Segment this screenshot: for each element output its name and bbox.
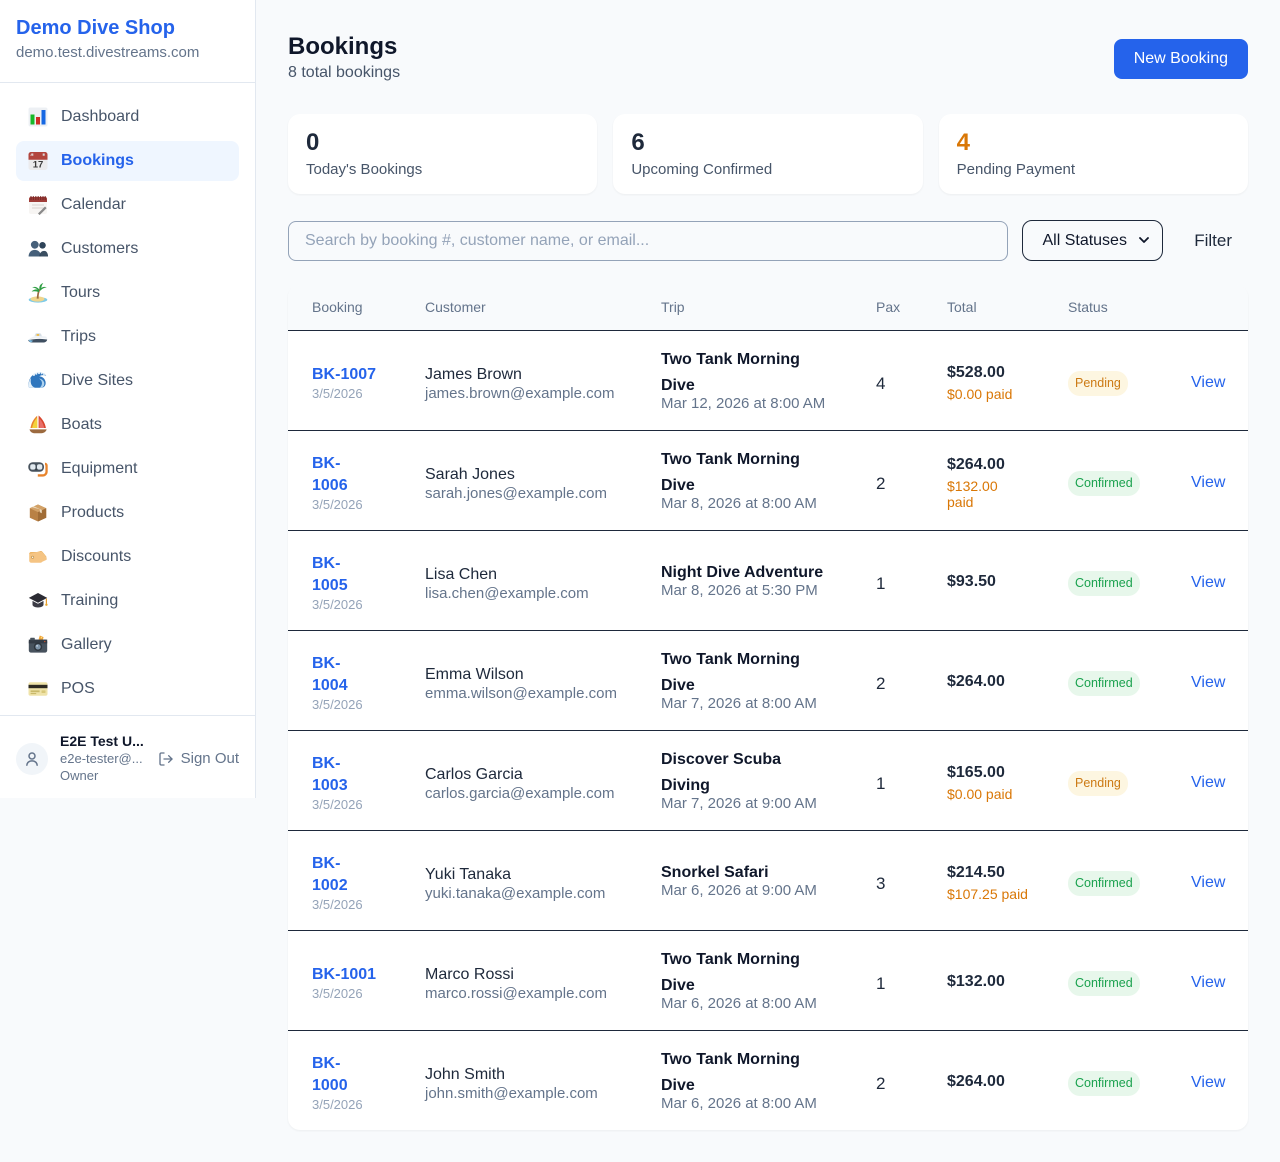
svg-text:17: 17 bbox=[33, 160, 44, 171]
